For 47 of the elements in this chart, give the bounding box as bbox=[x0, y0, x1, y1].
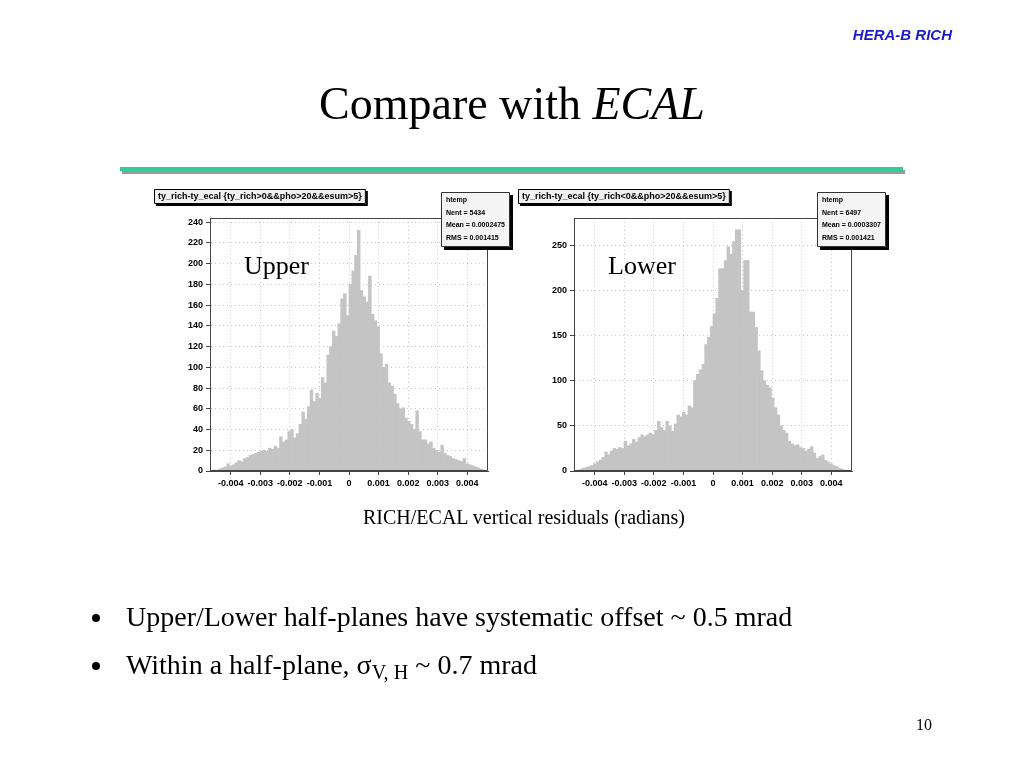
y-tick-label: 0 bbox=[561, 465, 567, 476]
x-tick-label: 0.002 bbox=[396, 477, 420, 488]
y-tick-label: 180 bbox=[187, 278, 203, 289]
y-tick-label: 220 bbox=[187, 237, 203, 248]
y-tick-label: 40 bbox=[192, 424, 203, 435]
y-tick-label: 20 bbox=[192, 444, 203, 455]
x-tick-label: -0.001 bbox=[306, 477, 333, 488]
x-tick-label: 0 bbox=[346, 477, 352, 488]
text: HERA-B RICH bbox=[852, 26, 952, 44]
y-tick-label: 200 bbox=[551, 284, 567, 295]
x-tick-label: 0.003 bbox=[426, 477, 449, 488]
y-tick-label: 200 bbox=[187, 258, 203, 269]
text: Compare with ECAL bbox=[318, 77, 706, 130]
text: Within a half-plane, σ$_{V, H}$ ~ 0.7 mrad bbox=[126, 649, 537, 684]
y-tick-label: 0 bbox=[197, 465, 203, 476]
x-tick-label: 0.004 bbox=[820, 477, 843, 488]
x-tick-label: -0.003 bbox=[611, 477, 638, 488]
text: 10 bbox=[916, 716, 932, 734]
chart-title: ty_rich-ty_ecal {ty_rich<0&&pho>20&&esum>5} bbox=[522, 191, 727, 202]
x-tick-label: -0.004 bbox=[217, 477, 244, 488]
y-tick-label: 250 bbox=[551, 239, 567, 250]
chart-title: ty_rich-ty_ecal {ty_rich>0&&pho>20&&esum>5} bbox=[158, 191, 363, 202]
y-tick-label: 100 bbox=[187, 361, 203, 372]
x-tick-label: 0.001 bbox=[731, 477, 754, 488]
x-tick-label: 0.004 bbox=[456, 477, 479, 488]
x-tick-label: 0 bbox=[710, 477, 716, 488]
x-tick-label: -0.004 bbox=[581, 477, 608, 488]
y-tick-label: 80 bbox=[192, 382, 203, 393]
x-tick-label: 0.001 bbox=[367, 477, 390, 488]
text: Upper bbox=[244, 251, 310, 280]
text: RICH/ECAL vertical residuals (radians) bbox=[362, 506, 686, 529]
y-tick-label: 100 bbox=[551, 375, 567, 386]
y-tick-label: 50 bbox=[556, 420, 567, 431]
y-tick-label: 160 bbox=[187, 299, 203, 310]
y-tick-label: 240 bbox=[187, 216, 203, 227]
y-tick-label: 120 bbox=[187, 341, 203, 352]
x-tick-label: -0.003 bbox=[247, 477, 274, 488]
x-tick-label: -0.002 bbox=[641, 477, 667, 488]
y-tick-label: 150 bbox=[551, 329, 567, 340]
text: Lower bbox=[608, 251, 677, 280]
x-tick-label: -0.002 bbox=[277, 477, 303, 488]
y-tick-label: 60 bbox=[192, 403, 203, 414]
y-tick-label: 140 bbox=[187, 320, 203, 331]
x-tick-label: 0.003 bbox=[790, 477, 813, 488]
text: Upper/Lower half-planes have systematic offset ~ 0.5 mrad bbox=[126, 601, 793, 633]
x-tick-label: 0.002 bbox=[760, 477, 784, 488]
x-tick-label: -0.001 bbox=[670, 477, 697, 488]
